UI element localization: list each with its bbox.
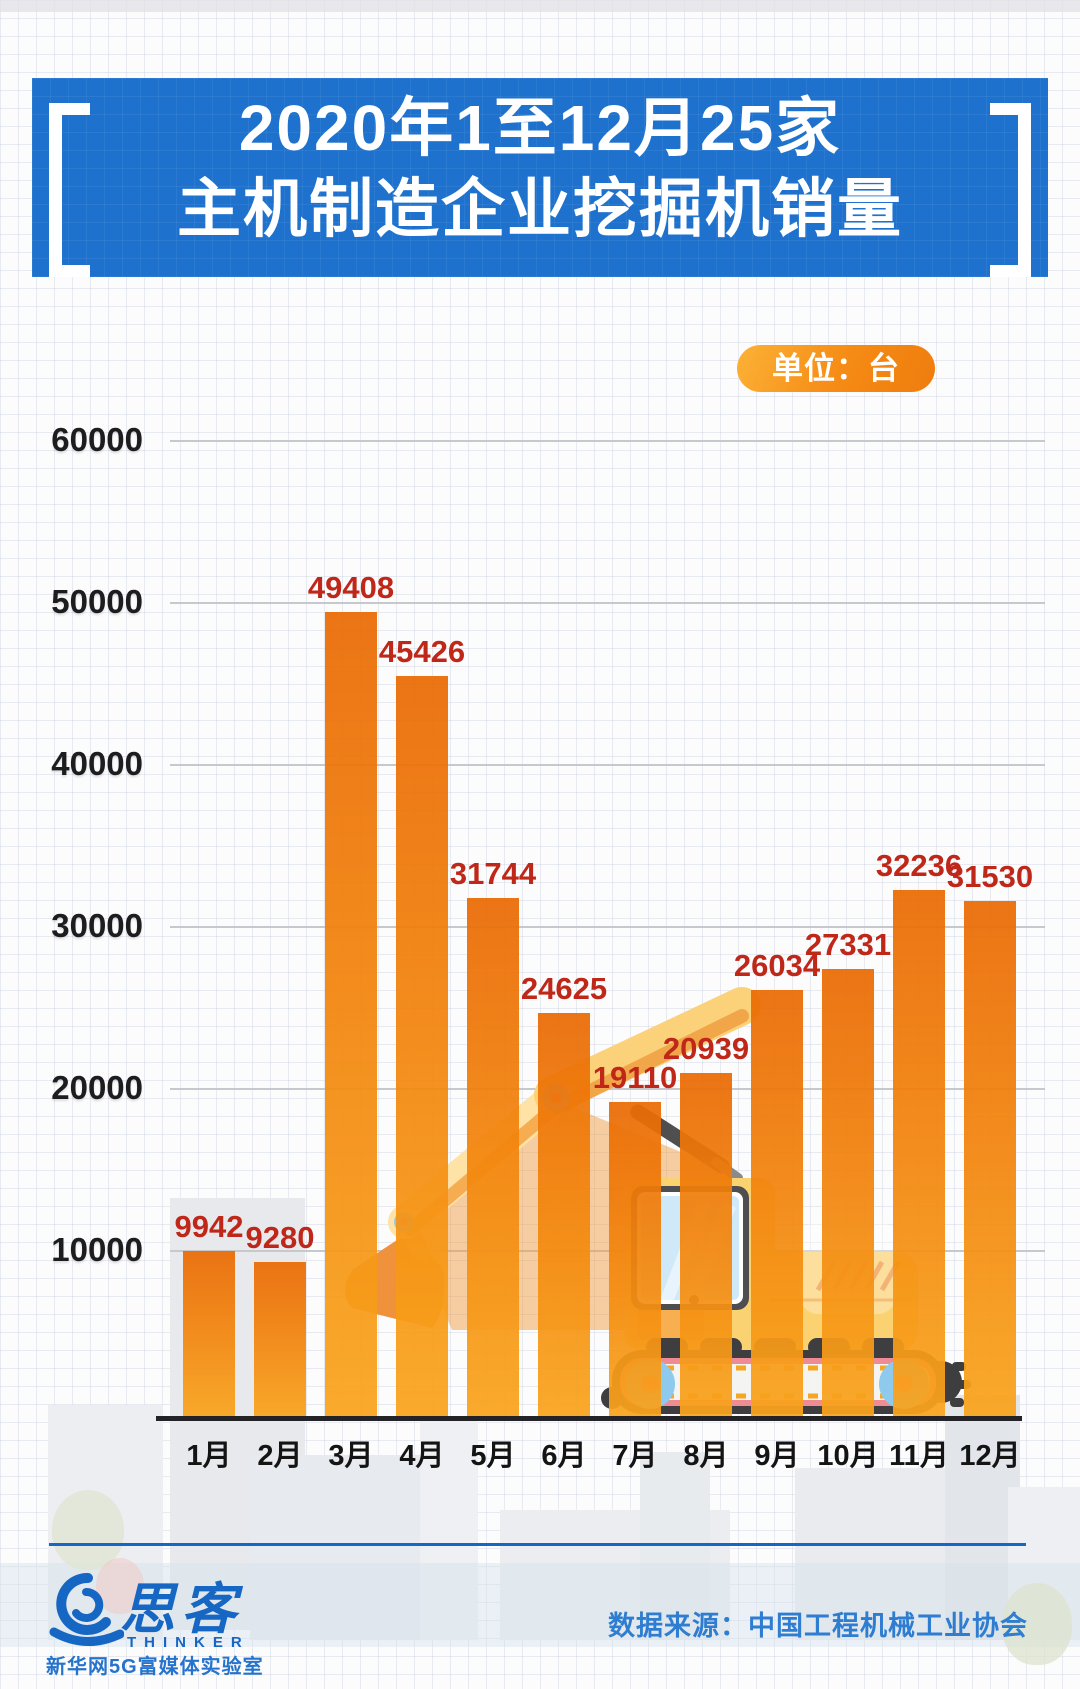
x-tick-label: 7月 (612, 1440, 658, 1472)
value-label: 32236 (875, 848, 963, 883)
building (945, 1395, 1020, 1640)
x-tick-label: 8月 (683, 1440, 729, 1472)
logo-english: THINKER (127, 1634, 250, 1651)
gridline (170, 926, 1045, 928)
gridline (170, 602, 1045, 604)
x-tick-label: 11月 (889, 1440, 949, 1472)
bar-7月 (609, 1102, 661, 1419)
gridline (170, 764, 1045, 766)
bar-8月 (680, 1073, 732, 1419)
bar-4月 (396, 676, 448, 1419)
bar-12月 (964, 901, 1016, 1419)
y-tick-label: 50000 (51, 583, 143, 620)
thinker-logo-icon (49, 1572, 124, 1647)
value-label: 26034 (733, 948, 821, 983)
value-label: 9942 (174, 1209, 244, 1244)
bar-5月 (467, 898, 519, 1419)
x-tick-label: 4月 (399, 1440, 445, 1472)
right-bracket-icon (990, 103, 1031, 277)
footer-divider (49, 1543, 1026, 1546)
x-tick-label: 5月 (470, 1440, 516, 1472)
value-label: 27331 (804, 927, 892, 962)
value-label: 31744 (449, 856, 537, 891)
building (640, 1452, 710, 1640)
bar-1月 (183, 1251, 235, 1419)
value-label: 31530 (946, 859, 1034, 894)
unit-badge: 单位：台 (737, 345, 935, 392)
data-source: 数据来源：中国工程机械工业协会 (608, 1611, 1028, 1641)
x-tick-label: 10月 (817, 1440, 879, 1472)
bar-3月 (325, 612, 377, 1419)
bush (96, 1558, 144, 1614)
x-tick-label: 3月 (328, 1440, 374, 1472)
value-label: 24625 (520, 971, 608, 1006)
value-label: 49408 (307, 570, 395, 605)
y-tick-label: 60000 (51, 421, 143, 458)
y-tick-label: 40000 (51, 745, 143, 782)
haze-band (0, 1563, 1080, 1647)
logo-subtitle: 新华网5G富媒体实验室 (46, 1656, 264, 1678)
value-label: 20939 (662, 1031, 750, 1066)
bar-10月 (822, 969, 874, 1419)
y-tick-label: 20000 (51, 1069, 143, 1106)
bar-2月 (254, 1262, 306, 1419)
tree (1002, 1583, 1072, 1665)
bar-9月 (751, 990, 803, 1419)
y-tick-label: 10000 (51, 1231, 143, 1268)
x-tick-label: 1月 (186, 1440, 232, 1472)
top-edge-strip (0, 0, 1080, 12)
y-tick-label: 30000 (51, 907, 143, 944)
value-label: 45426 (378, 634, 466, 669)
tree (52, 1490, 124, 1570)
value-label: 19110 (592, 1060, 678, 1095)
x-tick-label: 12月 (959, 1440, 1021, 1472)
value-label: 9280 (245, 1220, 315, 1255)
bar-6月 (538, 1013, 590, 1419)
gridline (170, 440, 1045, 442)
bar-11月 (893, 890, 945, 1419)
building (420, 1418, 478, 1640)
title-line-1: 2020年1至12月25家 (238, 92, 842, 164)
x-tick-label: 6月 (541, 1440, 587, 1472)
x-axis-line (156, 1416, 1022, 1421)
logo-chinese: 思客 (120, 1578, 243, 1640)
title-banner: 2020年1至12月25家 主机制造企业挖掘机销量 (32, 78, 1048, 277)
x-tick-label: 2月 (257, 1440, 303, 1472)
title-line-2: 主机制造企业挖掘机销量 (177, 173, 903, 245)
x-tick-label: 9月 (754, 1440, 800, 1472)
left-bracket-icon (49, 103, 90, 277)
